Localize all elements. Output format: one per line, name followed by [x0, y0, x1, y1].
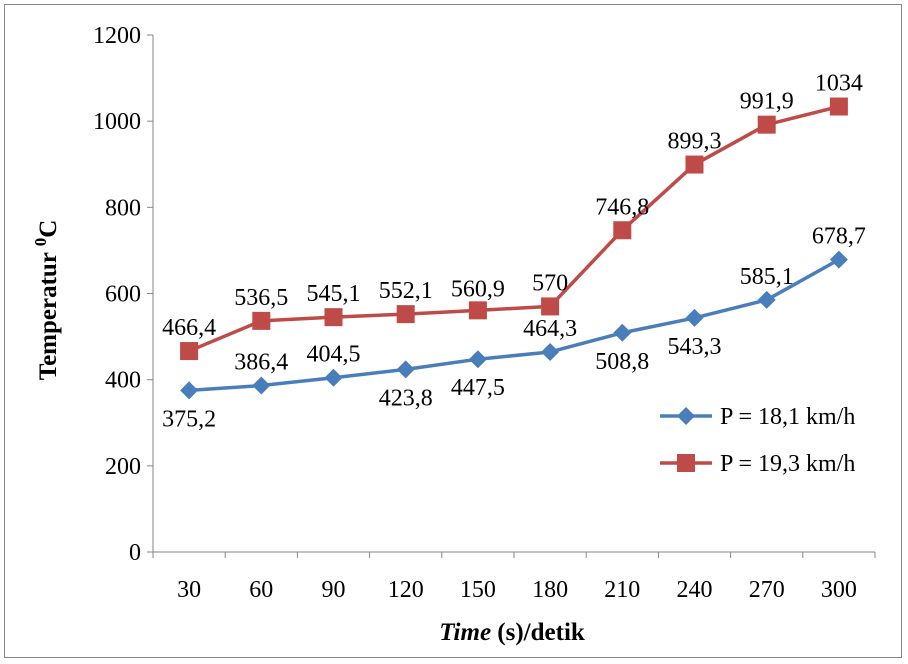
data-point-diamond — [324, 368, 343, 387]
data-point-square — [685, 155, 704, 174]
data-label: 543,3 — [668, 334, 722, 360]
data-point-diamond — [677, 407, 695, 425]
chart-frame — [4, 4, 902, 658]
legend-label: P = 19,3 km/h — [720, 451, 855, 477]
data-label: 1034 — [815, 71, 863, 97]
x-axis-title: Time (s)/detik — [439, 619, 585, 646]
x-tick-label: 210 — [604, 577, 640, 603]
legend-label: P = 18,1 km/h — [720, 404, 855, 430]
data-point-square — [541, 297, 560, 316]
data-point-square — [324, 308, 343, 327]
data-point-diamond — [541, 342, 560, 361]
data-label: 536,5 — [234, 285, 288, 311]
data-point-diamond — [252, 376, 271, 395]
series-line-1 — [188, 258, 840, 393]
data-point-square — [677, 454, 695, 472]
data-point-diamond — [396, 360, 415, 379]
data-label: 375,2 — [162, 406, 216, 432]
x-tick-label: 300 — [821, 577, 857, 603]
y-tick-label: 1200 — [93, 23, 141, 49]
data-point-diamond — [685, 308, 704, 327]
data-label: 447,5 — [451, 375, 505, 401]
series-line-2 — [188, 104, 840, 353]
data-label: 423,8 — [379, 385, 433, 411]
plot-area — [180, 97, 848, 400]
x-tick-label: 30 — [177, 577, 201, 603]
data-label: 386,4 — [234, 350, 288, 376]
x-tick-label: 120 — [388, 577, 424, 603]
data-label: 991,9 — [740, 89, 794, 115]
data-label: 560,9 — [451, 276, 505, 302]
data-point-square — [613, 221, 632, 240]
data-label: 404,5 — [307, 342, 361, 368]
y-tick-label: 1000 — [93, 109, 141, 135]
y-tick-label: 800 — [105, 195, 141, 221]
data-label: 545,1 — [307, 281, 361, 307]
data-point-square — [180, 342, 199, 361]
data-point-diamond — [468, 350, 487, 369]
data-point-square — [757, 115, 776, 134]
y-axis-title: Temperatur 0C — [31, 220, 62, 381]
y-tick-label: 200 — [105, 454, 141, 480]
data-point-square — [252, 311, 271, 330]
x-tick-label: 180 — [532, 577, 568, 603]
x-tick-label: 150 — [460, 577, 496, 603]
y-tick-label: 600 — [105, 282, 141, 308]
data-point-square — [829, 97, 848, 116]
data-label: 464,3 — [523, 316, 577, 342]
x-tick-label: 60 — [249, 577, 273, 603]
y-tick-label: 0 — [129, 540, 141, 566]
y-tick-label: 400 — [105, 368, 141, 394]
data-label: 678,7 — [812, 224, 866, 250]
x-axis: 30 60 90 120 150 180 210 240 270 300 — [152, 551, 876, 603]
y-axis: 0 200 400 600 800 1000 1200 — [93, 23, 154, 566]
data-label: 552,1 — [379, 278, 433, 304]
legend: P = 18,1 km/h P = 19,3 km/h — [660, 404, 855, 477]
data-point-diamond — [829, 250, 848, 269]
x-tick-label: 240 — [677, 577, 713, 603]
x-tick-label: 90 — [322, 577, 346, 603]
x-tick-label: 270 — [749, 577, 785, 603]
data-point-diamond — [613, 323, 632, 342]
data-point-diamond — [757, 290, 776, 309]
data-label: 508,8 — [595, 349, 649, 375]
data-label: 899,3 — [668, 129, 722, 155]
data-label: 570 — [532, 270, 568, 296]
data-label: 746,8 — [595, 194, 649, 220]
data-label: 585,1 — [740, 264, 794, 290]
data-point-diamond — [180, 381, 199, 400]
data-point-square — [396, 305, 415, 324]
data-labels: 375,2 386,4 404,5 423,8 447,5 464,3 508,8 543,3… — [162, 71, 866, 433]
data-point-square — [468, 301, 487, 320]
data-label: 466,4 — [162, 315, 216, 341]
